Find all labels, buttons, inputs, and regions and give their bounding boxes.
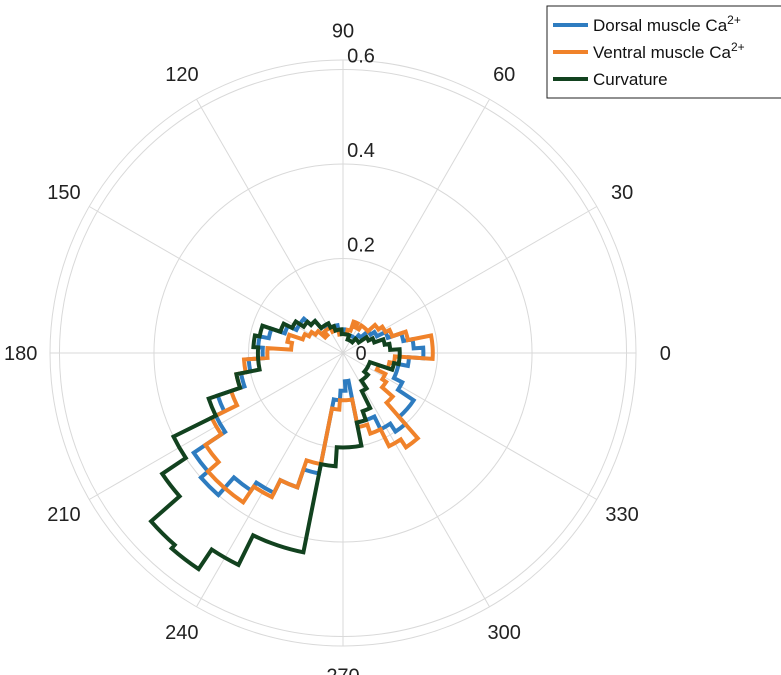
polar-grid xyxy=(49,59,637,647)
angular-tick-label: 150 xyxy=(47,182,80,204)
angular-tick-label: 240 xyxy=(165,622,198,644)
angular-tick-label: 0 xyxy=(660,343,671,365)
angular-grid-line xyxy=(342,352,490,607)
angular-tick-label: 330 xyxy=(605,504,638,526)
series-layer xyxy=(148,315,435,572)
angular-grid-line xyxy=(89,206,344,354)
angular-tick-label: 300 xyxy=(488,622,521,644)
radial-tick-label: 0.4 xyxy=(347,140,375,162)
angular-tick-label: 270 xyxy=(326,665,359,675)
angular-grid-line xyxy=(342,99,490,354)
legend-label: Dorsal muscle Ca2+ xyxy=(593,13,741,35)
legend: Dorsal muscle Ca2+ Ventral muscle Ca2+ Cur… xyxy=(546,5,781,99)
angular-tick-label: 60 xyxy=(493,64,515,86)
angular-tick-label: 120 xyxy=(165,64,198,86)
legend-superscript: 2+ xyxy=(727,13,741,27)
angular-grid-line xyxy=(196,99,344,354)
legend-label: Curvature xyxy=(593,70,668,89)
angular-grid-line xyxy=(196,352,344,607)
legend-superscript: 2+ xyxy=(731,40,745,54)
series-2-outline xyxy=(148,318,402,572)
radial-tick-label: 0.6 xyxy=(347,46,375,68)
series-0-outline xyxy=(190,315,426,498)
radial-tick-label: 0.2 xyxy=(347,235,375,257)
angular-tick-label: 210 xyxy=(47,504,80,526)
angular-tick-label: 30 xyxy=(611,182,633,204)
radial-tick-labels: 0 0.2 0.4 0.6 xyxy=(347,46,375,366)
legend-label: Ventral muscle Ca2+ xyxy=(593,40,745,62)
radial-tick-label: 0 xyxy=(355,343,366,365)
angular-tick-label: 180 xyxy=(4,343,37,365)
angular-tick-label: 90 xyxy=(332,21,354,43)
series-1-outline xyxy=(202,319,435,506)
angular-grid-line xyxy=(342,206,597,354)
angular-tick-labels: 0 30 60 90 120 150 180 210 240 270 300 330 xyxy=(4,21,671,675)
